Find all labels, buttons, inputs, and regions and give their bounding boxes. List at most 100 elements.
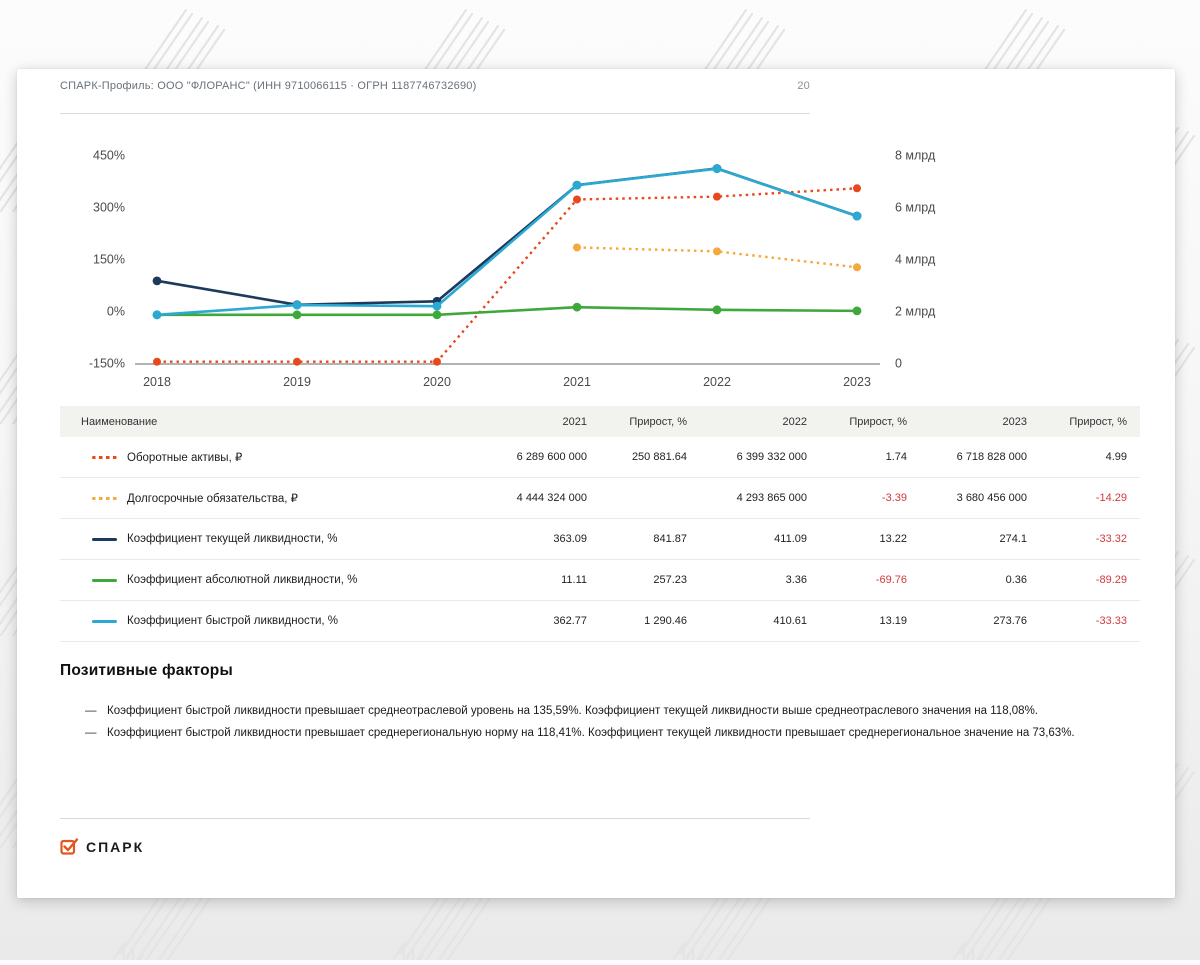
row-legend-swatch [92, 455, 117, 459]
document-header: СПАРК-Профиль: ООО "ФЛОРАНС" (ИНН 971006… [60, 80, 810, 92]
cell-value: 6 399 332 000 [687, 437, 807, 478]
cell-value: 6 289 600 000 [467, 437, 587, 478]
table-header-cell: Прирост, % [587, 406, 687, 437]
cell-value: 1.74 [807, 437, 907, 478]
cell-value: 0.36 [907, 559, 1027, 601]
chart-series-point-0 [853, 184, 861, 193]
chart-series-point-0 [573, 195, 581, 204]
chart-series-line-0 [157, 187, 858, 363]
cell-value: -89.29 [1027, 559, 1140, 601]
chart-series-point-4 [712, 164, 722, 174]
row-name-label: Оборотные активы, ₽ [127, 452, 243, 464]
cell-value: 4 444 324 000 [467, 477, 587, 519]
chart-series-line-2 [156, 167, 858, 307]
table-row: Долгосрочные обязательства, ₽ 4 444 324 0… [60, 477, 1140, 519]
document-header-title: СПАРК-Профиль: ООО "ФЛОРАНС" (ИНН 971006… [60, 80, 477, 92]
chart-series-point-0 [433, 357, 441, 366]
row-legend-swatch [92, 537, 117, 541]
table-header-cell: Прирост, % [1027, 406, 1140, 437]
cell-value: -14.29 [1027, 477, 1140, 519]
chart-series-point-4 [152, 310, 162, 320]
chart-series-point-1 [853, 263, 861, 272]
cell-value: 4.99 [1027, 437, 1140, 478]
cell-value: 13.19 [807, 600, 907, 642]
cell-value: 3 680 456 000 [907, 477, 1027, 519]
x-axis-label: 2022 [703, 375, 731, 389]
row-name-label: Долгосрочные обязательства, ₽ [127, 493, 298, 505]
row-legend-swatch [92, 496, 117, 500]
row-legend-swatch [92, 619, 117, 623]
y-axis-right-tick: 2 млрд [895, 305, 936, 319]
chart-series-point-3 [852, 306, 862, 316]
chart-series-point-4 [292, 300, 302, 310]
cell-value: 362.77 [467, 600, 587, 642]
cell-value: 410.61 [687, 600, 807, 642]
spark-logo-text: СПАРК [86, 838, 145, 855]
footer-divider [60, 818, 810, 819]
cell-value: -69.76 [807, 559, 907, 601]
table-header-cell: 2021 [467, 406, 587, 437]
chart-series-point-1 [573, 243, 581, 252]
row-name-cell: Коэффициент быстрой ликвидности, % [60, 600, 467, 642]
row-name-cell: Коэффициент абсолютной ликвидности, % [60, 559, 467, 601]
y-axis-left-tick: 0% [107, 305, 125, 319]
row-name-cell: Долгосрочные обязательства, ₽ [60, 477, 467, 519]
positive-factors-title: Позитивные факторы [60, 662, 233, 679]
factor-item: — Коэффициент быстрой ликвидности превыша… [60, 705, 1130, 718]
chart-series-point-0 [153, 357, 161, 366]
x-axis-label: 2018 [143, 375, 171, 389]
y-axis-left-tick: 150% [93, 253, 125, 267]
cell-value: -33.33 [1027, 600, 1140, 642]
cell-value: 4 293 865 000 [687, 477, 807, 519]
spark-logo: СПАРК [60, 837, 144, 856]
checkbox-check-icon [60, 838, 79, 855]
cell-value: 841.87 [587, 518, 687, 560]
table-row: Коэффициент быстрой ликвидности, % 362.77… [60, 600, 1140, 642]
cell-value: 273.76 [907, 600, 1027, 642]
chart-canvas: 450% 300% 150% 0% -150% 8 млрд 6 млрд 4 млрд 2 м… [89, 149, 936, 390]
positive-factors-list: — Коэффициент быстрой ликвидности превыша… [60, 705, 1130, 748]
chart-series-point-0 [713, 192, 721, 201]
table-row: Оборотные активы, ₽ 6 289 600 000 250 881.… [60, 437, 1140, 478]
cell-value: 363.09 [467, 518, 587, 560]
chart-series-point-4 [572, 180, 582, 190]
x-axis-label: 2020 [423, 375, 451, 389]
chart-series-point-3 [572, 302, 582, 312]
x-axis-label: 2021 [563, 375, 591, 389]
y-axis-left-tick: 300% [93, 201, 125, 215]
cell-value: 257.23 [587, 559, 687, 601]
document-page: СПАРК-Профиль: ООО "ФЛОРАНС" (ИНН 971006… [17, 69, 1175, 898]
table-header-cell: Прирост, % [807, 406, 907, 437]
chart-series-point-4 [852, 211, 862, 221]
y-axis-right-tick: 4 млрд [895, 253, 936, 267]
x-axis-label: 2019 [283, 375, 311, 389]
cell-value: -33.32 [1027, 518, 1140, 560]
cell-value: 274.1 [907, 518, 1027, 560]
chart-series-point-2 [152, 276, 162, 286]
factor-dash: — [85, 705, 97, 717]
chart-series-point-4 [432, 301, 442, 311]
chart-series-point-3 [292, 310, 302, 320]
cell-value: 3.36 [687, 559, 807, 601]
table-row: Коэффициент текущей ликвидности, % 363.09… [60, 518, 1140, 560]
row-name-label: Коэффициент быстрой ликвидности, % [127, 615, 339, 628]
financial-table: Наименование 2021 Прирост, % 2022 Прирост, %… [60, 406, 1140, 642]
cell-value: 11.11 [467, 559, 587, 601]
chart-series-point-3 [432, 310, 442, 320]
factor-dash: — [85, 726, 97, 739]
factor-text: Коэффициент быстрой ликвидности превышае… [107, 705, 1038, 717]
y-axis-right-tick: 6 млрд [895, 201, 936, 215]
cell-value: 411.09 [687, 518, 807, 560]
row-legend-swatch [92, 578, 117, 582]
row-name-label: Коэффициент абсолютной ликвидности, % [127, 574, 358, 587]
row-name-label: Коэффициент текущей ликвидности, % [127, 533, 338, 546]
y-axis-left-tick: 450% [93, 149, 125, 163]
row-name-cell: Коэффициент текущей ликвидности, % [60, 518, 467, 560]
cell-value: 1 290.46 [587, 600, 687, 642]
liquidity-chart: 450% 300% 150% 0% -150% 8 млрд 6 млрд 4 млрд 2 м… [60, 140, 1140, 395]
y-axis-right-tick: 8 млрд [895, 149, 936, 163]
chart-series-line-1 [576, 246, 858, 269]
chart-series-line-3 [157, 305, 858, 317]
page-number: 20 [797, 80, 810, 92]
header-divider [60, 113, 810, 114]
